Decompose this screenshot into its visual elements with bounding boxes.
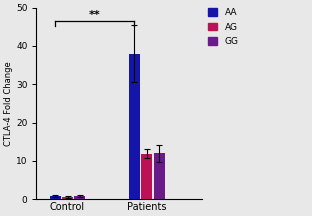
Text: **: ** bbox=[89, 10, 101, 20]
Y-axis label: CTLA-4 Fold Change: CTLA-4 Fold Change bbox=[4, 61, 13, 146]
Legend: AA, AG, GG: AA, AG, GG bbox=[208, 8, 238, 46]
Bar bbox=[75, 196, 85, 199]
Bar bbox=[141, 154, 152, 199]
Bar bbox=[50, 196, 61, 199]
Bar bbox=[62, 197, 73, 199]
Bar bbox=[129, 54, 140, 199]
Bar bbox=[154, 153, 165, 199]
